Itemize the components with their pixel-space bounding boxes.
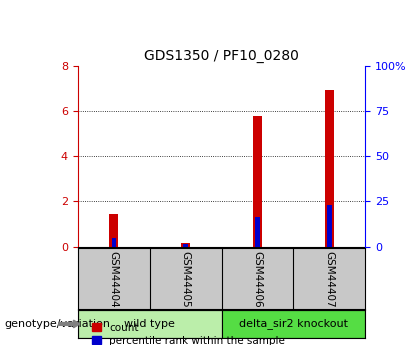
Bar xyxy=(255,217,260,247)
Text: GSM44405: GSM44405 xyxy=(181,252,191,308)
Text: genotype/variation: genotype/variation xyxy=(4,319,110,329)
Bar xyxy=(222,310,365,338)
Bar xyxy=(109,214,118,247)
Bar xyxy=(111,238,116,247)
Text: GSM44407: GSM44407 xyxy=(324,252,334,308)
Bar xyxy=(327,205,332,247)
Text: delta_sir2 knockout: delta_sir2 knockout xyxy=(239,318,348,329)
Text: GSM44404: GSM44404 xyxy=(109,252,119,308)
Bar xyxy=(181,243,190,247)
Text: wild type: wild type xyxy=(124,319,175,329)
Legend: count, percentile rank within the sample: count, percentile rank within the sample xyxy=(91,322,286,345)
Bar xyxy=(78,310,222,338)
Text: GSM44406: GSM44406 xyxy=(252,252,262,308)
Bar xyxy=(325,90,334,247)
Bar xyxy=(184,244,188,247)
Title: GDS1350 / PF10_0280: GDS1350 / PF10_0280 xyxy=(144,49,299,63)
Bar xyxy=(253,117,262,247)
